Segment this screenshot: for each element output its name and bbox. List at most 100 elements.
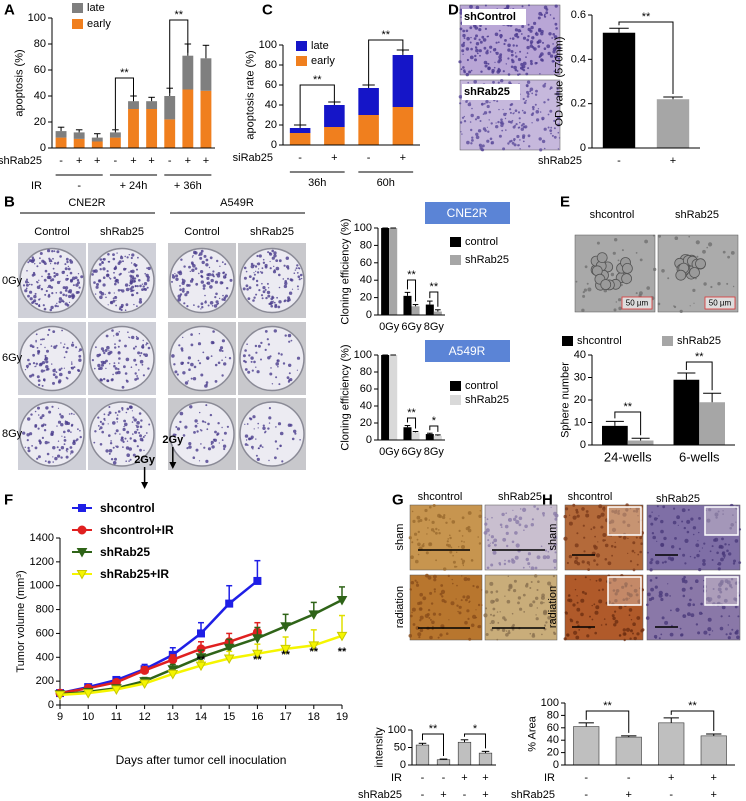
texture [221, 439, 224, 441]
texture [114, 282, 117, 286]
texture [269, 260, 271, 263]
texture [551, 37, 554, 39]
texture [210, 355, 213, 357]
texture [41, 414, 45, 418]
x-row-value: - [59, 155, 63, 167]
x-row-value: - [669, 789, 673, 801]
bar-segment [164, 119, 176, 148]
texture [65, 455, 69, 459]
texture [99, 258, 103, 261]
texture [43, 278, 47, 282]
texture [698, 517, 701, 520]
texture [415, 559, 419, 564]
texture [66, 451, 68, 453]
texture [266, 282, 269, 285]
texture [56, 280, 61, 285]
texture [61, 435, 63, 437]
texture [192, 377, 197, 381]
texture [682, 614, 685, 616]
texture [177, 294, 182, 299]
group-label: + 24h [120, 180, 148, 192]
texture [522, 97, 525, 101]
texture [122, 260, 124, 263]
texture [515, 123, 518, 126]
texture [689, 555, 692, 558]
texture [35, 340, 37, 343]
texture [54, 375, 58, 379]
group-label: 36h [308, 177, 326, 189]
texture [663, 536, 667, 541]
texture [576, 607, 581, 612]
texture [197, 342, 202, 346]
bar-segment [289, 128, 311, 133]
texture [652, 535, 656, 540]
texture [118, 362, 120, 364]
texture [575, 280, 578, 283]
texture [486, 49, 489, 52]
texture [68, 301, 71, 303]
texture [128, 447, 132, 451]
texture [687, 612, 691, 616]
texture [547, 51, 551, 56]
texture [615, 589, 620, 593]
y-tick-label: 0.2 [571, 98, 586, 110]
texture [52, 368, 56, 373]
texture [651, 532, 655, 535]
bar [457, 741, 472, 766]
texture [522, 566, 525, 569]
texture [48, 410, 52, 414]
texture [48, 328, 51, 332]
image-header: A549R [220, 197, 254, 209]
texture [547, 126, 550, 129]
texture [113, 335, 115, 337]
texture [118, 273, 121, 276]
texture [35, 362, 38, 365]
image-column-label: shRab25 [498, 491, 542, 503]
texture [114, 343, 116, 345]
texture [54, 304, 58, 308]
texture [483, 613, 488, 618]
texture [288, 379, 291, 382]
texture [698, 568, 702, 572]
texture [487, 66, 491, 71]
y-tick-label: 200 [36, 675, 54, 687]
texture [505, 630, 508, 632]
texture [492, 550, 497, 555]
x-row-name: shRab25 [511, 789, 555, 801]
inset [607, 576, 642, 606]
y-tick-label: 0 [553, 759, 559, 771]
texture [613, 308, 617, 312]
texture [693, 302, 695, 304]
texture [172, 433, 176, 437]
texture [469, 55, 474, 60]
texture [510, 139, 513, 143]
texture [505, 531, 509, 536]
texture [260, 444, 262, 446]
texture [139, 434, 142, 438]
texture [183, 302, 186, 305]
texture [517, 57, 522, 62]
texture [650, 522, 654, 526]
texture [639, 258, 643, 262]
texture [539, 148, 543, 152]
texture [723, 557, 726, 559]
texture [603, 618, 606, 620]
texture [516, 70, 519, 72]
texture [428, 542, 433, 547]
texture [492, 600, 496, 603]
texture [732, 285, 735, 288]
texture [649, 568, 653, 572]
texture [509, 108, 512, 111]
point [308, 641, 320, 651]
texture [522, 61, 527, 66]
texture [586, 282, 589, 285]
chart-title: CNE2R [447, 206, 488, 220]
texture [511, 540, 515, 544]
texture [26, 433, 30, 437]
group-label: + 36h [174, 180, 202, 192]
texture [525, 56, 527, 58]
image-row-label: radiation [394, 586, 406, 628]
texture [520, 33, 523, 35]
texture [110, 378, 114, 382]
texture [131, 421, 134, 423]
